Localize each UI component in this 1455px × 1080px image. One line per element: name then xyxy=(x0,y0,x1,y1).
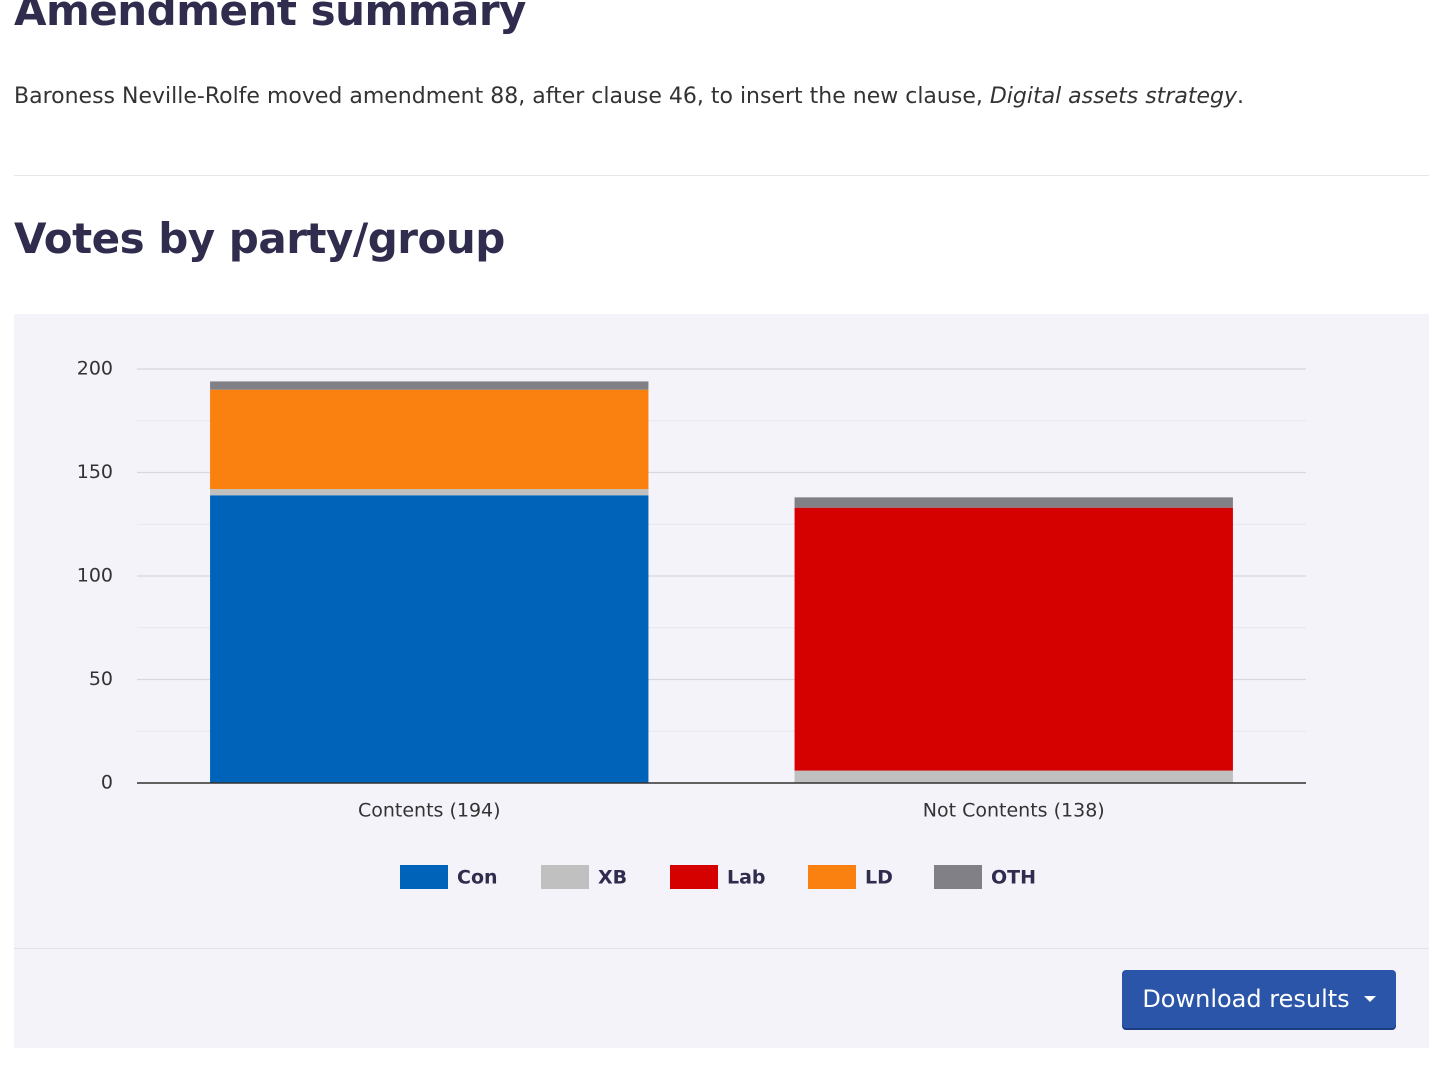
caret-icon xyxy=(1363,996,1376,1002)
legend-swatch xyxy=(934,865,982,889)
x-tick-label: Not Contents (138) xyxy=(923,800,1105,822)
summary: Baroness Neville-Rolfe moved amendment 8… xyxy=(14,84,1244,109)
button-label: Download results xyxy=(1142,985,1350,1013)
y-tick-label: 50 xyxy=(89,668,113,690)
bar-segment xyxy=(210,489,649,496)
summary-end: . xyxy=(1236,84,1244,109)
leg legend-label: LD xyxy=(865,867,893,889)
bar-segment xyxy=(794,507,1233,771)
x-tick-label: Contents (194) xyxy=(358,800,501,822)
legend-swatch xyxy=(400,865,448,889)
leg legend-label: OTH xyxy=(991,867,1036,889)
chart: 0 50 100 150 200 Contents (194) Not Contents (… xyxy=(77,358,1306,889)
bar-segment xyxy=(210,389,649,490)
leg legend-label: Lab xyxy=(727,867,766,889)
clause-name: Digital assets strategy xyxy=(989,84,1237,109)
download-button[interactable]: Download results xyxy=(1122,970,1396,1028)
y-tick-label: 150 xyxy=(77,461,113,483)
y-tick-label: 200 xyxy=(77,358,113,380)
y-tick-label: 0 xyxy=(101,772,113,794)
legend-swatch xyxy=(808,865,856,889)
leg legend-label: XB xyxy=(598,867,627,889)
legend-swatch xyxy=(541,865,589,889)
divider xyxy=(14,175,1429,176)
bar-segment xyxy=(794,770,1233,783)
legend-swatch xyxy=(670,865,718,889)
chart-panel: 0 50 100 150 200 Contents (194) Not Contents (… xyxy=(14,314,1429,1048)
bar-segment xyxy=(210,381,649,390)
summary-text: Baroness Neville-Rolfe moved amendment 8… xyxy=(14,84,990,109)
bar-segment xyxy=(210,495,649,783)
page-title: Amendment summary xyxy=(14,0,526,35)
bar-segment xyxy=(794,497,1233,508)
leg legend-label: Con xyxy=(457,867,498,889)
section-title: Votes by party/group xyxy=(14,214,505,263)
divider xyxy=(14,948,1429,949)
y-tick-label: 100 xyxy=(77,565,113,587)
